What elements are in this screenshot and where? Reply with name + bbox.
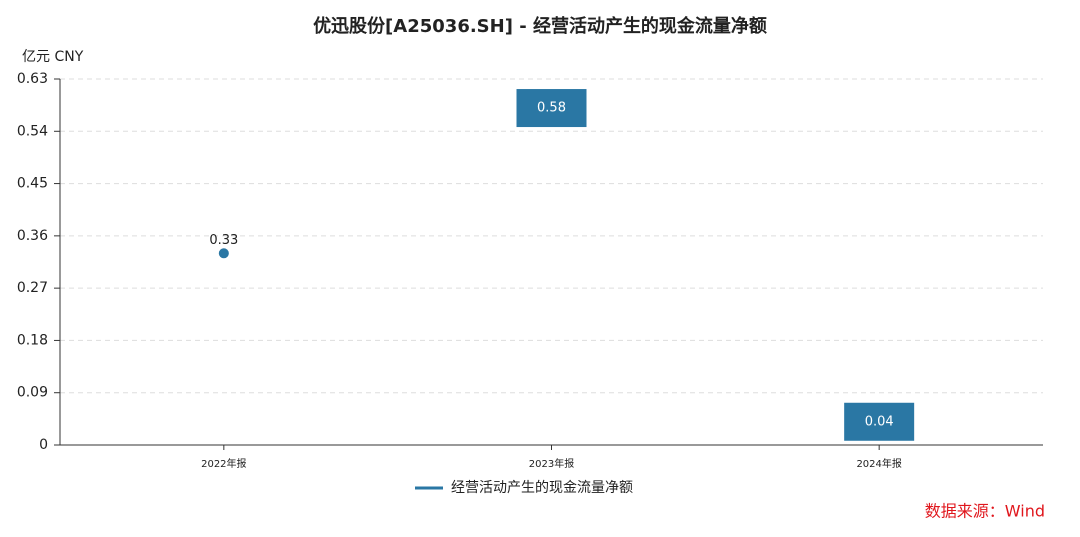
legend-label: 经营活动产生的现金流量净额 bbox=[451, 480, 633, 496]
x-tick-label: 2023年报 bbox=[529, 457, 574, 470]
y-tick-label: 0.36 bbox=[17, 228, 48, 244]
value-box bbox=[516, 89, 587, 128]
y-tick-label: 0.45 bbox=[17, 176, 48, 192]
y-tick-label: 0.18 bbox=[17, 332, 48, 348]
y-tick-label: 0.27 bbox=[17, 280, 48, 296]
y-tick-label: 0.09 bbox=[17, 385, 48, 401]
x-tick-label: 2022年报 bbox=[201, 457, 246, 470]
value-label: 0.04 bbox=[865, 414, 894, 429]
y-unit-label: 亿元 CNY bbox=[22, 49, 84, 65]
value-box bbox=[844, 402, 915, 441]
value-label: 0.58 bbox=[537, 101, 566, 116]
y-tick-label: 0 bbox=[39, 437, 48, 453]
x-tick-label: 2024年报 bbox=[856, 457, 901, 470]
value-label: 0.33 bbox=[209, 233, 238, 248]
point bbox=[218, 248, 229, 259]
y-tick-label: 0.63 bbox=[17, 71, 48, 87]
source: 数据来源：Wind bbox=[925, 502, 1045, 521]
y-tick-label: 0.54 bbox=[17, 123, 48, 139]
chart-title: 优迅股份[A25036.SH] - 经营活动产生的现金流量净额 bbox=[313, 15, 767, 37]
